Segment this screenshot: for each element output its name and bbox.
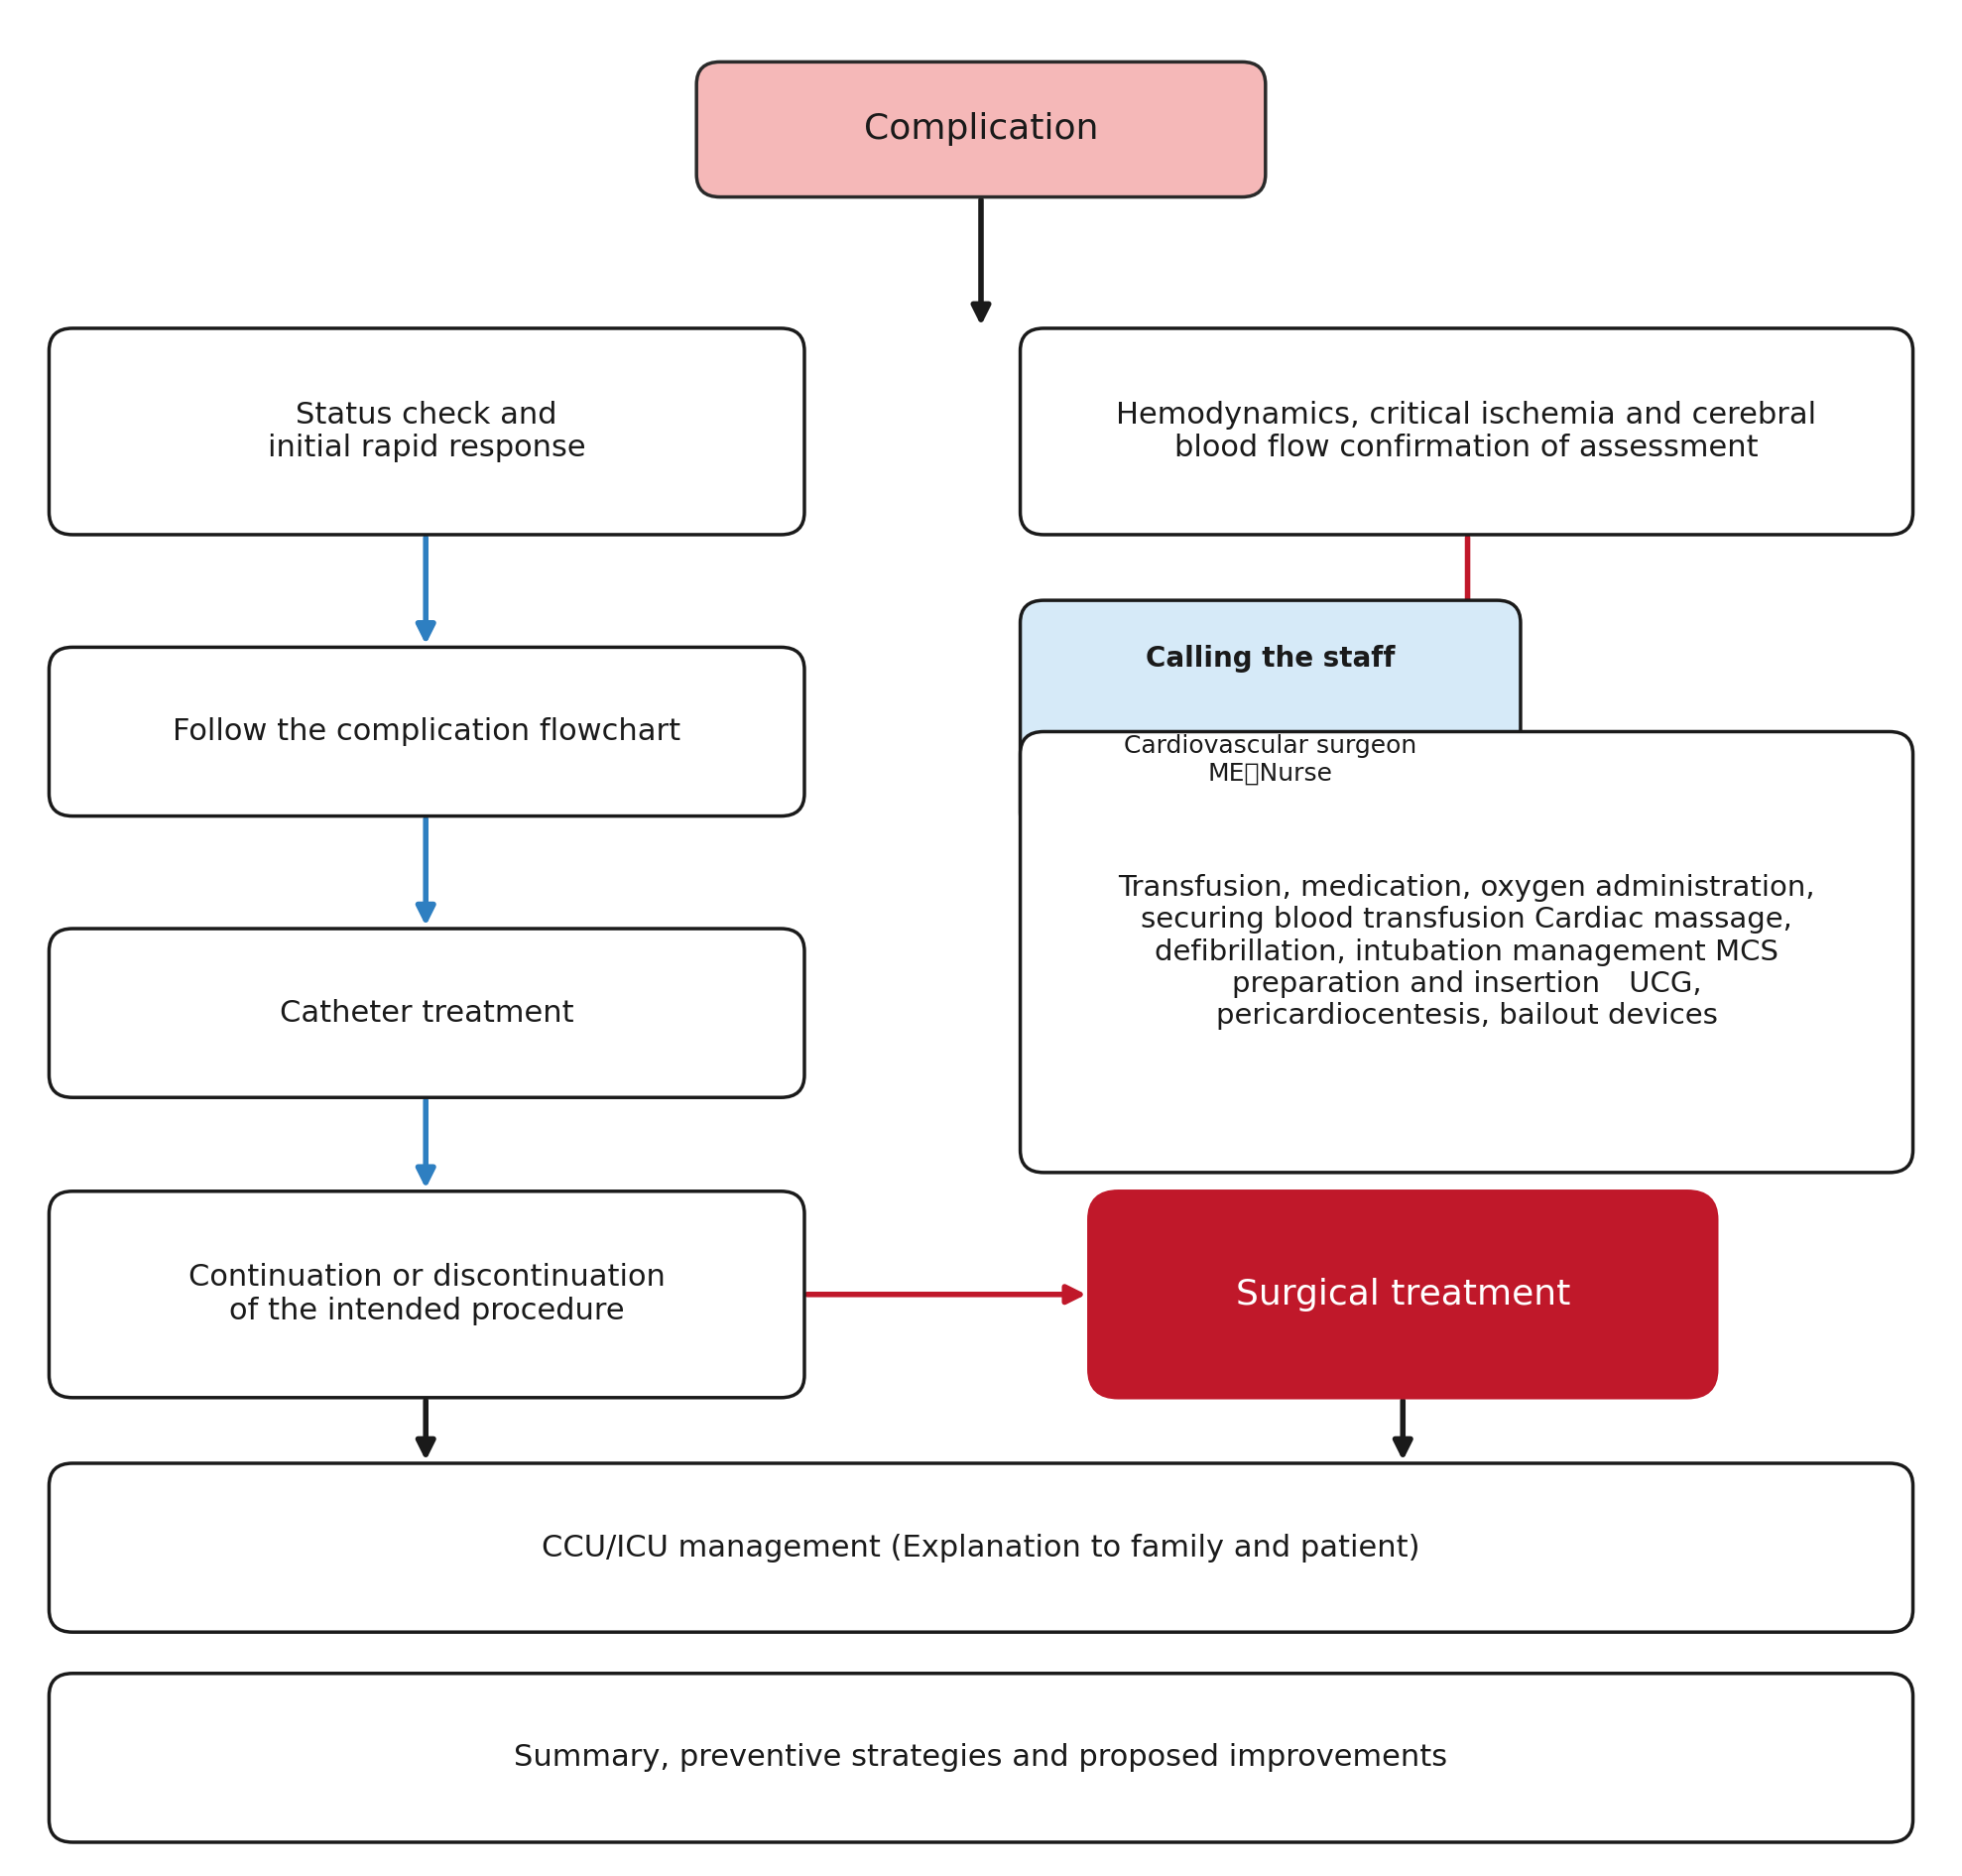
Text: CCU/ICU management (Explanation to family and patient): CCU/ICU management (Explanation to famil… xyxy=(542,1533,1420,1563)
Text: Transfusion, medication, oxygen administration,
securing blood transfusion Cardi: Transfusion, medication, oxygen administ… xyxy=(1118,874,1815,1030)
FancyBboxPatch shape xyxy=(49,1191,804,1398)
Text: Calling the staff: Calling the staff xyxy=(1146,645,1395,673)
Text: Continuation or discontinuation
of the intended procedure: Continuation or discontinuation of the i… xyxy=(188,1263,665,1326)
Text: Follow the complication flowchart: Follow the complication flowchart xyxy=(173,717,681,747)
Text: Hemodynamics, critical ischemia and cerebral
blood flow confirmation of assessme: Hemodynamics, critical ischemia and cere… xyxy=(1116,400,1817,463)
Text: Status check and
initial rapid response: Status check and initial rapid response xyxy=(267,400,587,463)
FancyBboxPatch shape xyxy=(49,328,804,535)
FancyBboxPatch shape xyxy=(697,62,1265,197)
FancyBboxPatch shape xyxy=(49,1673,1913,1842)
Text: Catheter treatment: Catheter treatment xyxy=(281,998,573,1028)
FancyBboxPatch shape xyxy=(49,1463,1913,1632)
FancyBboxPatch shape xyxy=(1020,732,1913,1172)
FancyBboxPatch shape xyxy=(49,647,804,816)
FancyBboxPatch shape xyxy=(1020,600,1521,835)
Text: Summary, preventive strategies and proposed improvements: Summary, preventive strategies and propo… xyxy=(514,1743,1448,1773)
Text: Cardiovascular surgeon
ME・Nurse: Cardiovascular surgeon ME・Nurse xyxy=(1124,734,1417,786)
Text: Surgical treatment: Surgical treatment xyxy=(1236,1278,1570,1311)
Text: Complication: Complication xyxy=(863,113,1099,146)
FancyBboxPatch shape xyxy=(49,929,804,1097)
FancyBboxPatch shape xyxy=(1020,328,1913,535)
FancyBboxPatch shape xyxy=(1089,1191,1717,1398)
